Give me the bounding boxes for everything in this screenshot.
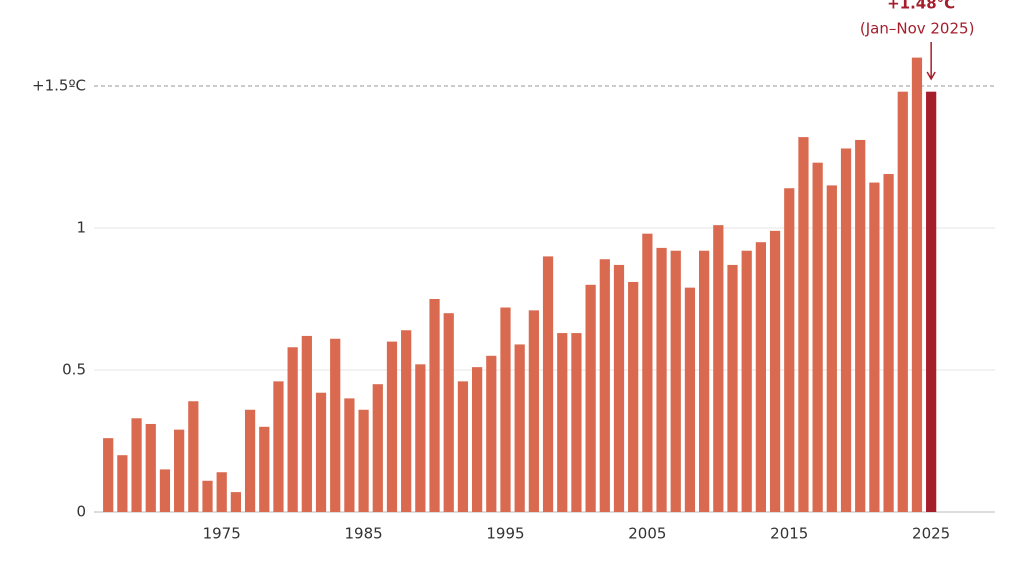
bar <box>386 341 398 512</box>
bar <box>741 250 752 512</box>
bar <box>840 148 852 513</box>
bar <box>273 381 284 512</box>
bar <box>656 247 667 512</box>
bar <box>769 230 781 512</box>
bar <box>202 480 213 512</box>
y-tick-label: 1 <box>76 219 86 237</box>
bar <box>826 185 837 512</box>
bar <box>486 355 497 512</box>
annotation-note: (Jan–Nov 2025) <box>860 20 975 38</box>
bar <box>528 310 539 512</box>
x-tick-label: 1975 <box>203 525 241 543</box>
bar <box>897 91 908 513</box>
annotation-label: +1.48°C <box>887 0 955 13</box>
bar <box>259 426 270 512</box>
bar <box>188 401 199 512</box>
bar <box>571 333 582 512</box>
bar <box>287 347 298 512</box>
bar <box>471 367 483 512</box>
y-tick-label: +1.5ºC <box>32 77 86 95</box>
bar <box>401 330 412 512</box>
bar <box>642 233 653 512</box>
bar <box>812 162 823 512</box>
bar <box>855 139 866 512</box>
bar <box>670 250 681 512</box>
bar <box>131 418 142 512</box>
bar <box>216 472 227 512</box>
bar <box>230 492 241 512</box>
bar <box>628 281 639 512</box>
bar <box>457 381 469 512</box>
bar <box>344 398 355 512</box>
bar <box>542 256 554 512</box>
bar <box>443 313 454 512</box>
x-tick-label: 2025 <box>912 525 950 543</box>
bar <box>429 299 440 512</box>
bar <box>372 384 383 512</box>
bar <box>713 225 724 512</box>
bar <box>911 57 923 512</box>
x-tick-label: 1985 <box>344 525 382 543</box>
bar <box>145 423 156 512</box>
bar <box>727 264 738 512</box>
bar <box>301 335 312 512</box>
bar <box>585 284 596 512</box>
bar <box>699 250 710 512</box>
bar <box>684 287 696 512</box>
bar <box>798 137 809 512</box>
bar <box>174 429 185 512</box>
bar <box>514 344 525 512</box>
bar <box>926 91 937 513</box>
bar <box>244 409 256 512</box>
bar <box>883 174 894 513</box>
bar <box>557 333 568 512</box>
bar <box>755 242 766 512</box>
bar <box>784 188 795 513</box>
bar <box>159 469 171 512</box>
x-tick-label: 1995 <box>486 525 524 543</box>
x-tick-label: 2005 <box>628 525 666 543</box>
y-tick-label: 0.5 <box>62 361 86 379</box>
bar <box>415 364 426 512</box>
bar <box>599 259 610 512</box>
bar <box>613 264 625 512</box>
bar <box>358 409 369 512</box>
bar <box>330 338 341 512</box>
bar <box>117 455 128 512</box>
annotation-arrow <box>926 42 936 81</box>
bar <box>315 392 327 512</box>
x-tick-label: 2015 <box>770 525 808 543</box>
y-tick-label: 0 <box>76 503 86 521</box>
bar <box>500 307 511 512</box>
bar <box>869 182 880 512</box>
bar <box>103 438 114 512</box>
